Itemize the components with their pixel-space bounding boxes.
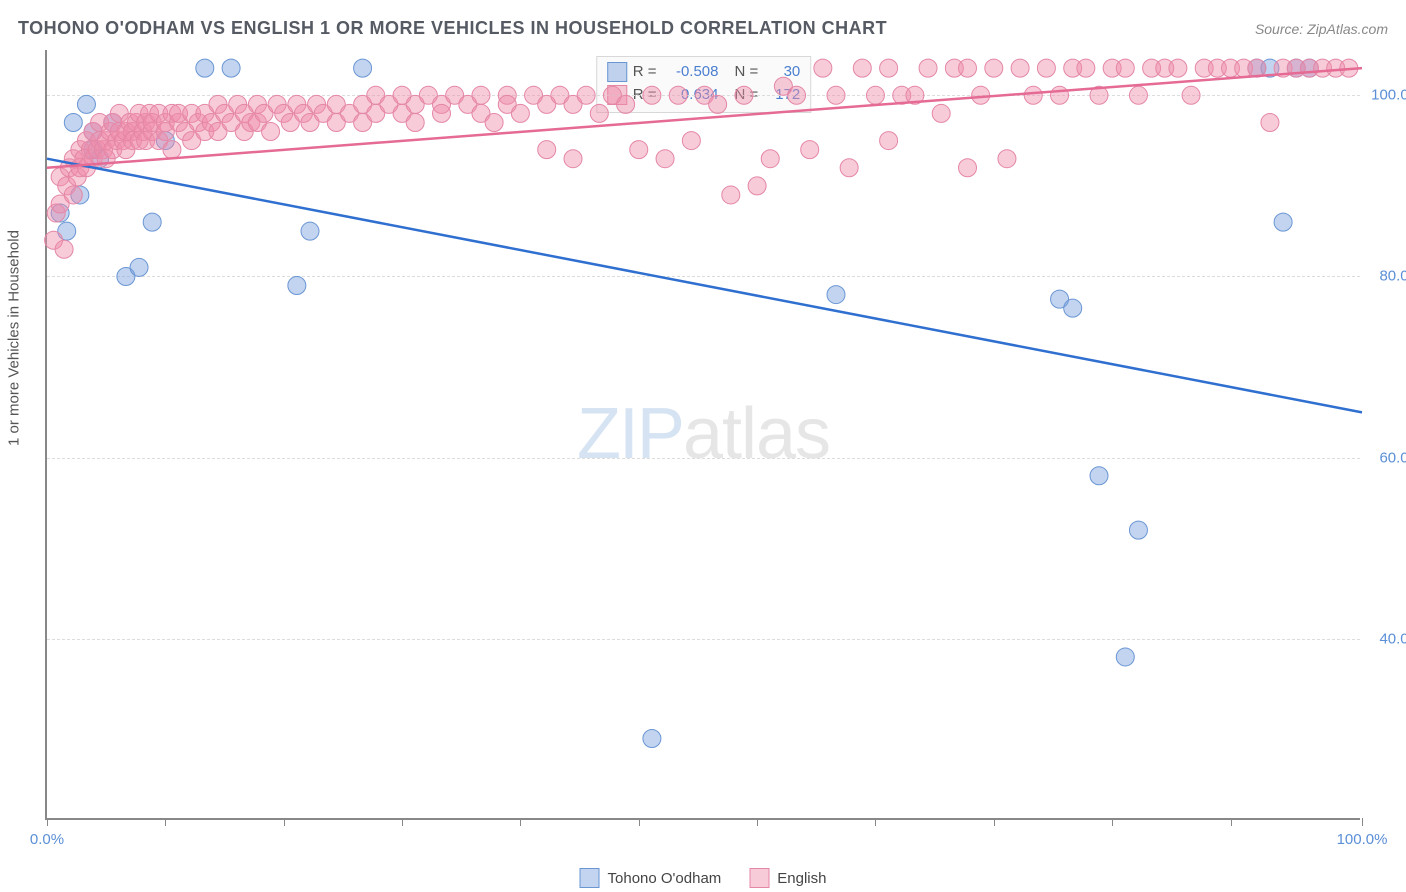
legend-item: Tohono O'odham bbox=[580, 868, 722, 888]
scatter-point bbox=[1064, 299, 1082, 317]
scatter-point bbox=[682, 132, 700, 150]
scatter-point bbox=[196, 59, 214, 77]
x-tick bbox=[639, 818, 640, 826]
scatter-point bbox=[880, 59, 898, 77]
x-tick bbox=[165, 818, 166, 826]
scatter-point bbox=[1182, 86, 1200, 104]
scatter-point bbox=[827, 86, 845, 104]
scatter-point bbox=[1129, 521, 1147, 539]
scatter-point bbox=[932, 104, 950, 122]
scatter-point bbox=[288, 277, 306, 295]
scatter-point bbox=[301, 222, 319, 240]
scatter-point bbox=[801, 141, 819, 159]
scatter-point bbox=[827, 286, 845, 304]
scatter-point bbox=[130, 258, 148, 276]
x-tick bbox=[47, 818, 48, 826]
scatter-point bbox=[64, 113, 82, 131]
title-bar: TOHONO O'ODHAM VS ENGLISH 1 OR MORE VEHI… bbox=[18, 18, 1388, 39]
scatter-point bbox=[656, 150, 674, 168]
scatter-point bbox=[1051, 86, 1069, 104]
scatter-point bbox=[748, 177, 766, 195]
legend-label: English bbox=[777, 870, 826, 887]
x-tick bbox=[757, 818, 758, 826]
scatter-point bbox=[472, 86, 490, 104]
scatter-point bbox=[1090, 467, 1108, 485]
plot-area: ZIPatlas R =-0.508N =30R =0.634N =172 40… bbox=[45, 50, 1360, 820]
scatter-point bbox=[1011, 59, 1029, 77]
scatter-point bbox=[709, 95, 727, 113]
scatter-point bbox=[64, 186, 82, 204]
scatter-point bbox=[959, 59, 977, 77]
scatter-point bbox=[564, 150, 582, 168]
scatter-point bbox=[1037, 59, 1055, 77]
legend-label: Tohono O'odham bbox=[608, 870, 722, 887]
scatter-point bbox=[617, 95, 635, 113]
scatter-point bbox=[55, 240, 73, 258]
scatter-point bbox=[630, 141, 648, 159]
scatter-point bbox=[1077, 59, 1095, 77]
trend-line bbox=[47, 159, 1362, 413]
legend-swatch bbox=[749, 868, 769, 888]
scatter-point bbox=[840, 159, 858, 177]
scatter-point bbox=[866, 86, 884, 104]
scatter-point bbox=[406, 113, 424, 131]
scatter-point bbox=[1129, 86, 1147, 104]
x-tick bbox=[520, 818, 521, 826]
scatter-point bbox=[577, 86, 595, 104]
x-tick bbox=[1231, 818, 1232, 826]
x-tick bbox=[994, 818, 995, 826]
x-tick bbox=[284, 818, 285, 826]
scatter-point bbox=[538, 141, 556, 159]
scatter-point bbox=[919, 59, 937, 77]
scatter-point bbox=[590, 104, 608, 122]
series-legend: Tohono O'odham English bbox=[580, 868, 827, 888]
y-axis-label: 1 or more Vehicles in Household bbox=[6, 230, 23, 446]
scatter-point bbox=[1116, 59, 1134, 77]
scatter-point bbox=[1024, 86, 1042, 104]
scatter-point bbox=[985, 59, 1003, 77]
scatter-point bbox=[1261, 113, 1279, 131]
x-tick bbox=[1112, 818, 1113, 826]
x-tick-label: 0.0% bbox=[30, 831, 64, 848]
scatter-point bbox=[354, 59, 372, 77]
source-label: Source: ZipAtlas.com bbox=[1255, 21, 1388, 37]
scatter-point bbox=[485, 113, 503, 131]
scatter-point bbox=[761, 150, 779, 168]
scatter-point bbox=[814, 59, 832, 77]
x-tick bbox=[1362, 818, 1363, 826]
scatter-point bbox=[511, 104, 529, 122]
scatter-point bbox=[1116, 648, 1134, 666]
x-tick bbox=[875, 818, 876, 826]
scatter-point bbox=[788, 86, 806, 104]
scatter-point bbox=[143, 213, 161, 231]
scatter-point bbox=[959, 159, 977, 177]
x-tick-label: 100.0% bbox=[1337, 831, 1388, 848]
scatter-point bbox=[735, 86, 753, 104]
scatter-point bbox=[222, 59, 240, 77]
legend-item: English bbox=[749, 868, 826, 888]
chart-title: TOHONO O'ODHAM VS ENGLISH 1 OR MORE VEHI… bbox=[18, 18, 887, 39]
scatter-point bbox=[722, 186, 740, 204]
scatter-point bbox=[998, 150, 1016, 168]
x-tick bbox=[402, 818, 403, 826]
scatter-point bbox=[1274, 213, 1292, 231]
scatter-point bbox=[163, 141, 181, 159]
scatter-point bbox=[262, 123, 280, 141]
y-tick-label: 80.0% bbox=[1379, 268, 1406, 285]
scatter-point bbox=[643, 729, 661, 747]
scatter-point bbox=[853, 59, 871, 77]
legend-swatch bbox=[580, 868, 600, 888]
y-tick-label: 100.0% bbox=[1371, 87, 1406, 104]
scatter-point bbox=[669, 86, 687, 104]
y-tick-label: 60.0% bbox=[1379, 449, 1406, 466]
scatter-point bbox=[77, 95, 95, 113]
scatter-point bbox=[433, 104, 451, 122]
scatter-point bbox=[880, 132, 898, 150]
scatter-point bbox=[1169, 59, 1187, 77]
y-tick-label: 40.0% bbox=[1379, 630, 1406, 647]
chart-svg bbox=[47, 50, 1360, 818]
scatter-point bbox=[643, 86, 661, 104]
